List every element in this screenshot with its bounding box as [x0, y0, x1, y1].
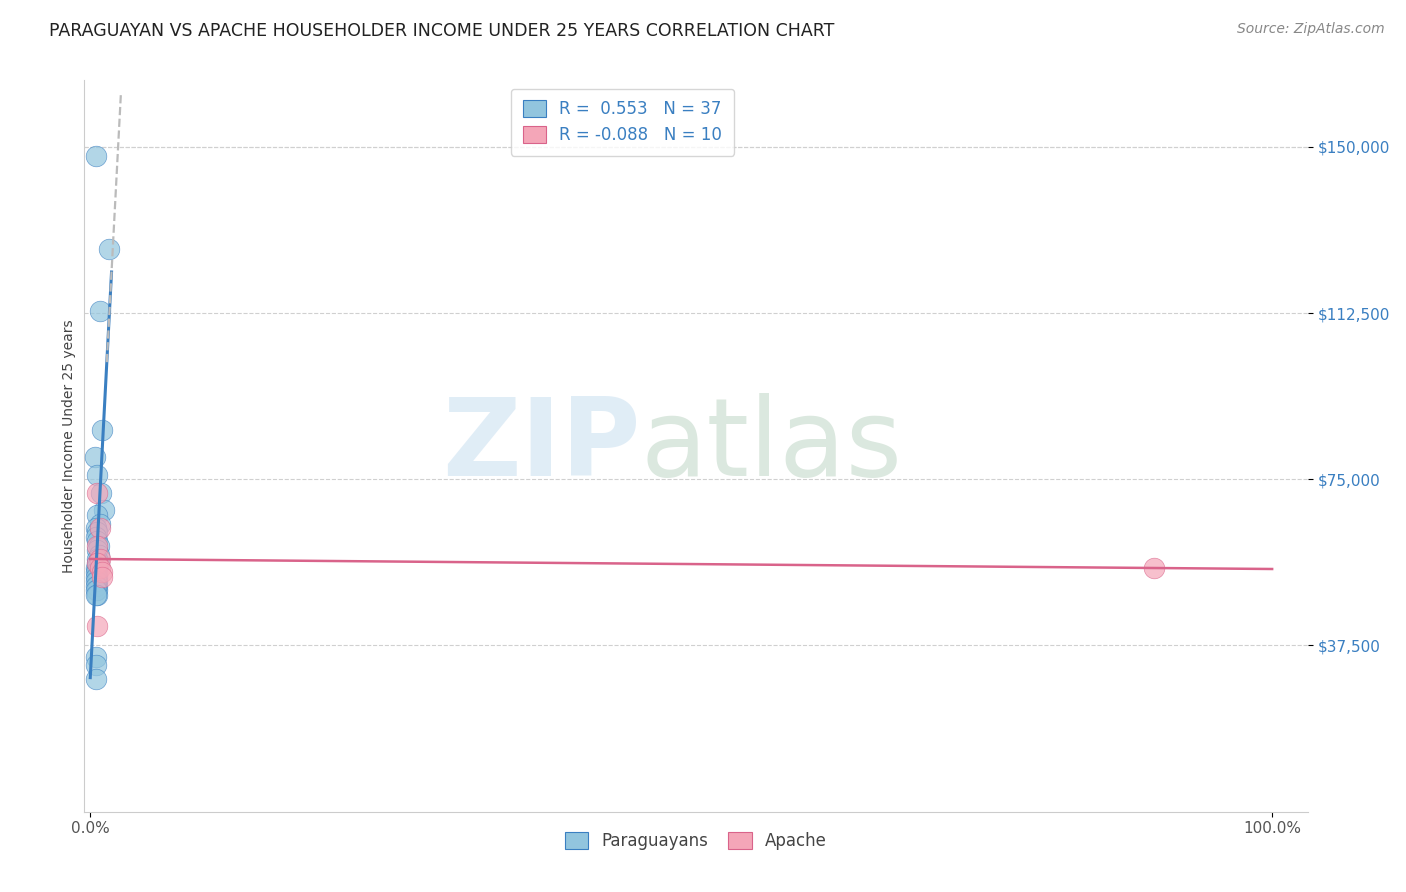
Point: [84, 587, 107, 601]
Text: PARAGUAYAN VS APACHE HOUSEHOLDER INCOME UNDER 25 YEARS CORRELATION CHART: PARAGUAYAN VS APACHE HOUSEHOLDER INCOME …: [49, 22, 835, 40]
Point: [91, 424, 114, 438]
Point: [86, 557, 108, 571]
Point: [86, 579, 108, 593]
Point: [89, 303, 111, 318]
Point: [86, 552, 108, 566]
Point: [84, 574, 107, 589]
Point: [86, 467, 108, 482]
Point: [90, 485, 112, 500]
Point: [86, 561, 108, 575]
Point: [87, 548, 110, 562]
Point: [89, 516, 111, 531]
Point: [86, 508, 108, 522]
Point: [86, 570, 108, 584]
Legend: Paraguayans, Apache: Paraguayans, Apache: [557, 823, 835, 858]
Text: Source: ZipAtlas.com: Source: ZipAtlas.com: [1237, 22, 1385, 37]
Point: [84, 561, 107, 575]
Point: [87, 539, 110, 553]
Point: [84, 583, 107, 598]
Text: atlas: atlas: [641, 393, 903, 499]
Point: [86, 618, 108, 632]
Point: [84, 649, 107, 664]
Point: [84, 672, 107, 686]
Point: [86, 583, 108, 598]
Point: [1143, 561, 1166, 575]
Point: [84, 570, 107, 584]
Point: [84, 658, 107, 673]
Point: [91, 570, 114, 584]
Point: [86, 543, 108, 558]
Point: [98, 242, 121, 256]
Point: [86, 566, 108, 580]
Point: [89, 561, 111, 575]
Point: [89, 552, 111, 566]
Point: [84, 566, 107, 580]
Point: [86, 557, 108, 571]
Point: [93, 503, 115, 517]
Text: ZIP: ZIP: [443, 393, 641, 499]
Point: [84, 450, 107, 464]
Point: [89, 521, 111, 535]
Point: [84, 521, 107, 535]
Point: [86, 539, 108, 553]
Point: [86, 574, 108, 589]
Point: [84, 148, 107, 162]
Point: [84, 579, 107, 593]
Point: [86, 485, 108, 500]
Point: [91, 566, 114, 580]
Y-axis label: Householder Income Under 25 years: Householder Income Under 25 years: [62, 319, 76, 573]
Point: [86, 587, 108, 601]
Point: [87, 557, 110, 571]
Point: [86, 534, 108, 549]
Point: [86, 525, 108, 540]
Point: [84, 530, 107, 544]
